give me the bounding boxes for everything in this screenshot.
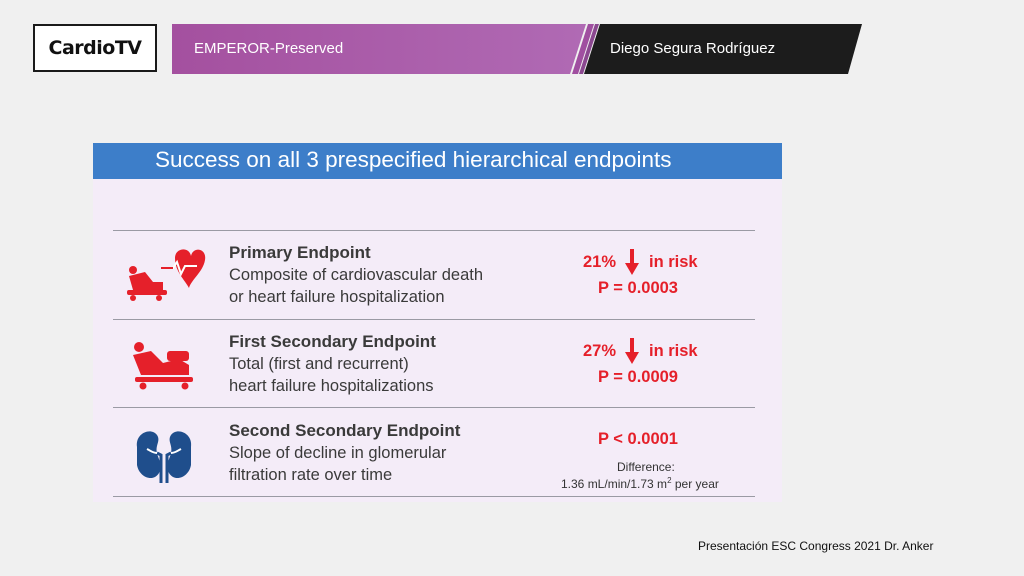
kidneys-icon xyxy=(136,431,192,483)
difference-label: Difference: xyxy=(617,460,675,474)
endpoint-description: Composite of cardiovascular death xyxy=(229,266,484,284)
patient-bed-icon xyxy=(133,342,193,390)
endpoint-name: First Secondary Endpoint xyxy=(229,332,436,351)
arrow-down-icon xyxy=(625,249,639,275)
divider xyxy=(113,407,755,408)
presenter-name: Diego Segura Rodríguez xyxy=(610,40,776,57)
p-value: P = 0.0009 xyxy=(598,368,678,386)
slide-image: Success on all 3 prespecified hierarchic… xyxy=(93,143,782,502)
endpoint-description: heart failure hospitalizations xyxy=(229,377,434,395)
risk-label: in risk xyxy=(649,342,698,360)
difference-superscript: 2 xyxy=(667,476,672,485)
slide-header: Success on all 3 prespecified hierarchic… xyxy=(93,143,782,179)
endpoint-description: filtration rate over time xyxy=(229,466,393,484)
arrow-down-icon xyxy=(625,338,639,364)
endpoint-name: Primary Endpoint xyxy=(229,243,371,262)
endpoint-description: Slope of decline in glomerular xyxy=(229,444,447,462)
difference-value: 1.36 mL/min/1.73 m2 per year xyxy=(561,476,719,491)
cardiotv-logo: CardioTV xyxy=(33,24,157,72)
divider xyxy=(113,319,755,320)
header-bar: EMPEROR-Preserved Diego Segura Rodríguez xyxy=(172,24,862,74)
p-value: P = 0.0003 xyxy=(598,279,678,297)
patient-bed-heart-icon xyxy=(127,249,206,301)
header-bar-shape xyxy=(172,24,862,74)
endpoint-name: Second Secondary Endpoint xyxy=(229,421,461,440)
risk-percent: 27% xyxy=(583,342,617,360)
divider xyxy=(113,496,755,497)
footer-credit: Presentación ESC Congress 2021 Dr. Anker xyxy=(698,539,934,553)
presentation-title: EMPEROR-Preserved xyxy=(194,40,344,57)
endpoint-description: Total (first and recurrent) xyxy=(229,355,409,373)
difference-unit: per year xyxy=(671,477,719,491)
slide-title: Success on all 3 prespecified hierarchic… xyxy=(155,147,672,172)
endpoint-description: or heart failure hospitalization xyxy=(229,288,445,306)
risk-label: in risk xyxy=(649,253,698,271)
risk-percent: 21% xyxy=(583,253,617,271)
divider xyxy=(113,230,755,231)
p-value: P < 0.0001 xyxy=(598,430,678,448)
difference-number: 1.36 mL/min/1.73 m xyxy=(561,477,668,491)
